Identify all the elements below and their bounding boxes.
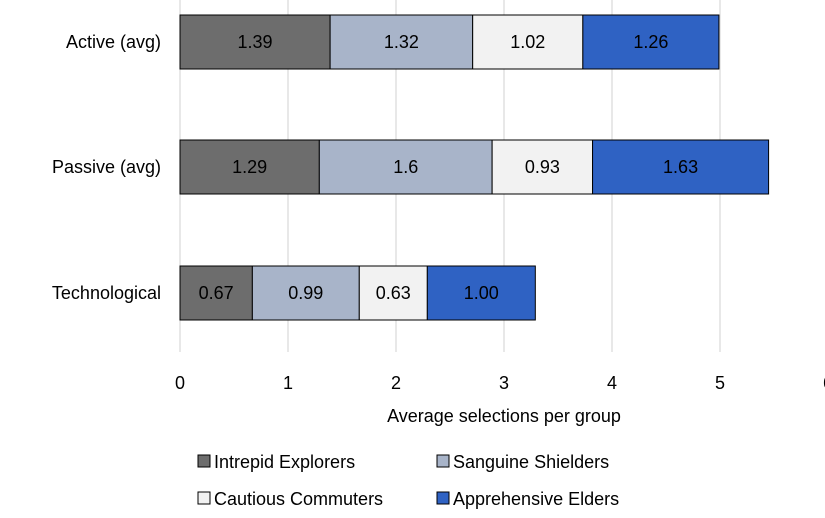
legend-label: Apprehensive Elders [453,489,619,509]
category-label: Technological [52,283,161,303]
x-axis-title: Average selections per group [387,406,621,426]
x-tick-label: 3 [499,373,509,393]
bar-value-label: 1.02 [510,32,545,52]
bars: 1.39 1.32 1.02 1.26 1.29 1.6 0.93 1.63 0.67 0.99 0… [179,14,770,321]
legend-label: Intrepid Explorers [214,452,355,472]
category-labels: Active (avg) Passive (avg) Technological [52,32,161,303]
legend-label: Sanguine Shielders [453,452,609,472]
bar-value-label: 0.63 [376,283,411,303]
bar-value-label: 1.26 [633,32,668,52]
legend-swatch [436,491,450,505]
category-label: Passive (avg) [52,157,161,177]
bar-value-label: 1.00 [464,283,499,303]
x-tick-label: 5 [715,373,725,393]
bar-segment [491,139,594,195]
x-tick-label: 1 [283,373,293,393]
category-label: Active (avg) [66,32,161,52]
legend-swatch [197,454,211,468]
x-tick-label: 6 [823,373,825,393]
x-tick-label: 2 [391,373,401,393]
x-tick-labels: 0 1 2 3 4 5 6 [175,373,825,393]
bar-value-label: 0.93 [525,157,560,177]
bar-value-label: 0.99 [288,283,323,303]
bar-value-label: 0.67 [199,283,234,303]
bar-segment [251,265,360,321]
bar-value-label: 1.63 [663,157,698,177]
legend-swatch [197,491,211,505]
x-tick-label: 0 [175,373,185,393]
legend-swatch [436,454,450,468]
x-tick-label: 4 [607,373,617,393]
bar-segment [179,265,253,321]
bar-segment [358,265,428,321]
bar-segment [582,14,720,70]
bar-value-label: 1.32 [384,32,419,52]
bar-value-label: 1.29 [232,157,267,177]
bar-segment [179,139,320,195]
bar-segment [318,139,493,195]
legend-label: Cautious Commuters [214,489,383,509]
legend: Intrepid Explorers Sanguine Shielders Caut… [197,452,619,509]
bar-value-label: 1.39 [238,32,273,52]
bar-segment [179,14,331,70]
bar-segment [426,265,536,321]
bar-segment [592,139,770,195]
bar-value-label: 1.6 [393,157,418,177]
